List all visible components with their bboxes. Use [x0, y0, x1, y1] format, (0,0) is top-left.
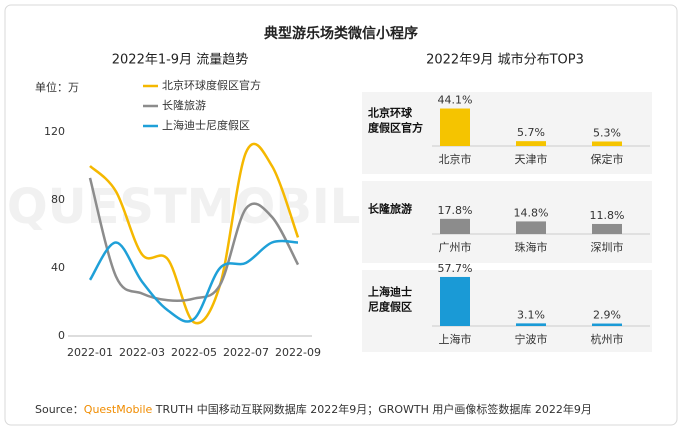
- category-label: 天津市: [515, 152, 548, 166]
- value-label: 5.7%: [517, 126, 545, 139]
- x-tick-label: 2022-03: [119, 346, 165, 359]
- series-line: [89, 142, 300, 325]
- value-label: 11.8%: [590, 209, 625, 222]
- value-label: 14.8%: [514, 206, 549, 219]
- unit-label: 单位：万: [35, 80, 79, 94]
- legend-label: 北京环球度假区官方: [162, 78, 261, 92]
- category-label: 保定市: [591, 152, 624, 166]
- group-label: 度假区官方: [368, 121, 423, 135]
- x-tick-label: 2022-05: [171, 346, 217, 359]
- bar: [440, 276, 470, 326]
- value-label: 17.8%: [438, 204, 473, 217]
- source: Source：QuestMobile TRUTH 中国移动互联网数据库 2022…: [35, 402, 592, 416]
- category-label: 珠海市: [515, 240, 548, 254]
- x-tick-label: 2022-09: [275, 346, 321, 359]
- x-tick-label: 2022-01: [67, 346, 113, 359]
- category-label: 杭州市: [591, 332, 624, 346]
- source-label: Source：: [35, 403, 84, 416]
- category-label: 广州市: [439, 240, 472, 254]
- group-label: 上海迪士: [368, 285, 412, 299]
- source-brand: QuestMobile: [84, 403, 153, 416]
- category-label: 北京市: [439, 152, 472, 166]
- value-label: 2.9%: [593, 309, 621, 322]
- value-label: 57.7%: [438, 262, 473, 275]
- bar: [440, 108, 470, 146]
- bar: [516, 323, 546, 326]
- value-label: 44.1%: [438, 94, 473, 107]
- watermark: QUESTMOBILE: [7, 179, 393, 235]
- y-tick-label: 40: [51, 261, 65, 274]
- x-tick-label: 2022-07: [223, 346, 269, 359]
- bar: [516, 141, 546, 146]
- bar: [592, 141, 622, 146]
- group-label: 长隆旅游: [368, 202, 412, 216]
- y-tick-label: 120: [44, 125, 65, 138]
- value-label: 5.3%: [593, 126, 621, 139]
- source-text: TRUTH 中国移动互联网数据库 2022年9月；GROWTH 用户画像标签数据…: [152, 402, 592, 416]
- panel: [362, 181, 652, 263]
- value-label: 3.1%: [517, 308, 545, 321]
- series-line: [88, 177, 300, 303]
- y-tick-label: 0: [58, 329, 65, 342]
- category-label: 上海市: [439, 332, 472, 346]
- category-label: 深圳市: [591, 240, 624, 254]
- chart-title: 2022年9月 城市分布TOP3: [426, 52, 584, 68]
- panel: [362, 270, 652, 352]
- series-line: [88, 239, 299, 323]
- bar: [516, 221, 546, 234]
- group-label: 北京环球: [368, 106, 413, 120]
- bar: [592, 223, 622, 234]
- bar: [592, 323, 622, 326]
- bar: [440, 218, 470, 234]
- legend-label: 上海迪士尼度假区: [162, 118, 250, 132]
- category-label: 宁波市: [515, 332, 548, 346]
- chart-title: 2022年1-9月 流量趋势: [112, 52, 248, 68]
- page-title: 典型游乐场类微信小程序: [264, 25, 418, 42]
- y-tick-label: 80: [51, 193, 65, 206]
- legend-label: 长隆旅游: [162, 98, 206, 112]
- panel: [362, 92, 652, 174]
- group-label: 尼度假区: [368, 300, 412, 314]
